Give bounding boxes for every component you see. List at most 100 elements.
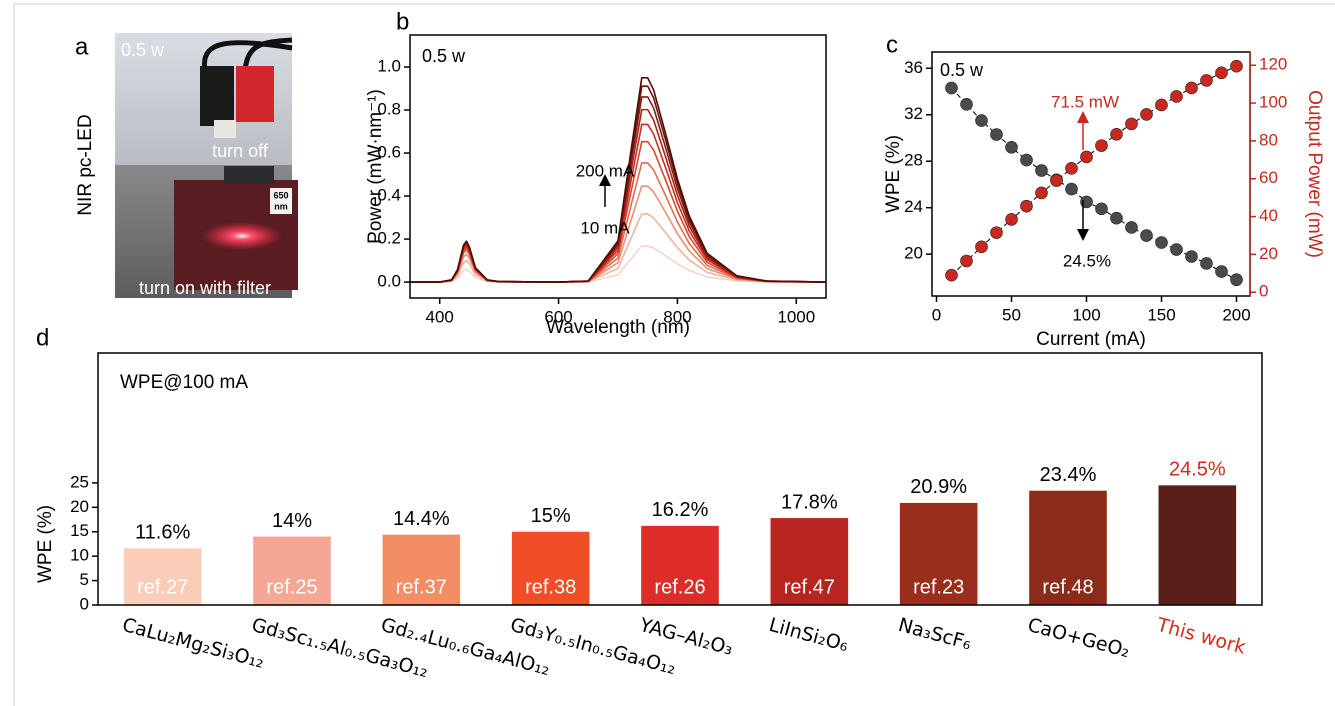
panel-label: d <box>36 324 49 351</box>
value-label: 11.6% <box>135 522 190 544</box>
data-point <box>1080 150 1093 164</box>
data-point <box>1170 90 1183 103</box>
y-tick-label: 5 <box>80 570 89 589</box>
ref-label: ref.25 <box>266 576 317 598</box>
data-point <box>1110 127 1123 141</box>
data-point <box>945 268 958 282</box>
note: 0.5 w <box>422 46 466 66</box>
x-tick-label: 100 <box>1072 305 1100 324</box>
annotation: 10 mA <box>580 218 630 237</box>
y-tick-label: 20 <box>70 497 89 516</box>
x-tick-label: CaLu₂Mg₂Si₃O₁₂ <box>120 614 267 673</box>
x-tick-label: 400 <box>426 307 454 326</box>
data-point <box>1215 66 1228 80</box>
y-tick-label: 20 <box>1259 244 1278 263</box>
photo-note: 0.5 w <box>121 40 165 60</box>
value-label: 14% <box>272 510 312 532</box>
data-point <box>1185 81 1198 95</box>
data-point <box>1230 273 1243 287</box>
data-point <box>1035 186 1048 200</box>
data-point <box>1170 243 1183 256</box>
connector <box>236 66 274 122</box>
panel-label: b <box>396 8 409 35</box>
bar <box>1158 485 1237 605</box>
x-tick-label: 150 <box>1147 305 1175 324</box>
y-tick-label: 80 <box>1259 130 1278 149</box>
y-tick-label: 32 <box>904 104 923 123</box>
data-point <box>1005 213 1018 226</box>
data-point <box>1125 221 1138 234</box>
ref-label: ref.48 <box>1042 576 1093 598</box>
y-tick-label: 25 <box>70 472 89 491</box>
data-point <box>945 81 958 95</box>
data-point <box>990 128 1003 141</box>
axis-title: Wavelength (nm) <box>546 317 690 338</box>
data-point <box>990 226 1003 239</box>
bar <box>1029 490 1107 605</box>
bar <box>253 536 331 605</box>
x-tick-label: 0 <box>932 305 941 324</box>
data-point <box>1200 257 1213 270</box>
value-label: 20.9% <box>910 476 967 498</box>
filter-label: nm <box>274 201 288 211</box>
bar <box>511 531 590 605</box>
y-tick-label: 0 <box>80 594 89 613</box>
side-label: NIR pc-LED <box>75 114 96 215</box>
connector <box>224 166 274 184</box>
spectrum-line <box>410 76 827 283</box>
y-tick-label: 15 <box>70 521 89 540</box>
bar <box>123 548 202 605</box>
bar <box>382 534 461 605</box>
axis-title: WPE (%) <box>35 505 56 583</box>
x-tick-label: 50 <box>1002 305 1021 324</box>
bar <box>899 502 978 605</box>
plot-frame <box>409 34 827 299</box>
annotation: 71.5 mW <box>1051 92 1119 111</box>
data-point <box>960 97 973 111</box>
x-tick-label: 200 <box>1222 305 1250 324</box>
spectrum-line <box>410 185 827 283</box>
x-tick-label: 800 <box>663 307 691 326</box>
filter-tag <box>270 188 292 214</box>
x-tick-label: This work <box>1154 614 1248 659</box>
value-label: 14.4% <box>393 508 450 530</box>
panel-label: a <box>75 33 89 60</box>
spectrum-line <box>410 213 827 283</box>
glow <box>202 222 282 250</box>
data-point <box>1020 199 1033 213</box>
data-point <box>1035 164 1048 177</box>
value-label: 16.2% <box>652 499 709 521</box>
ref-label: ref.47 <box>784 576 835 598</box>
data-point <box>1140 229 1153 242</box>
data-point <box>1140 108 1153 121</box>
photo-caption: turn on with filter <box>139 278 271 298</box>
data-point <box>1155 236 1168 249</box>
data-point <box>1050 174 1063 187</box>
y-tick-label: 28 <box>904 151 923 170</box>
led-chip <box>214 120 236 138</box>
bar <box>770 518 849 605</box>
connector <box>200 66 234 126</box>
y-tick-label: 0.4 <box>377 186 401 205</box>
y-tick-label: 0.0 <box>377 272 401 291</box>
y-tick-label: 20 <box>904 244 923 263</box>
data-point <box>1065 162 1078 175</box>
axis-title: WPE (%) <box>883 135 904 213</box>
y-tick-label: 1.0 <box>377 57 401 76</box>
cable <box>242 37 293 71</box>
data-point <box>975 114 988 127</box>
ref-label: ref.37 <box>396 576 447 598</box>
spectrum-line <box>410 245 827 283</box>
cable <box>201 40 293 71</box>
photo-caption: turn off <box>212 141 269 161</box>
y-tick-label: 0.6 <box>377 143 401 162</box>
note: WPE@100 mA <box>120 372 248 393</box>
bar <box>641 525 719 605</box>
y-tick-label: 0.8 <box>377 100 401 119</box>
plot-frame <box>97 352 1263 606</box>
x-tick-label: Na₃ScF₆ <box>896 614 974 655</box>
annotation: 200 mA <box>576 161 635 180</box>
data-point <box>1185 250 1198 263</box>
data-point <box>1095 139 1108 152</box>
